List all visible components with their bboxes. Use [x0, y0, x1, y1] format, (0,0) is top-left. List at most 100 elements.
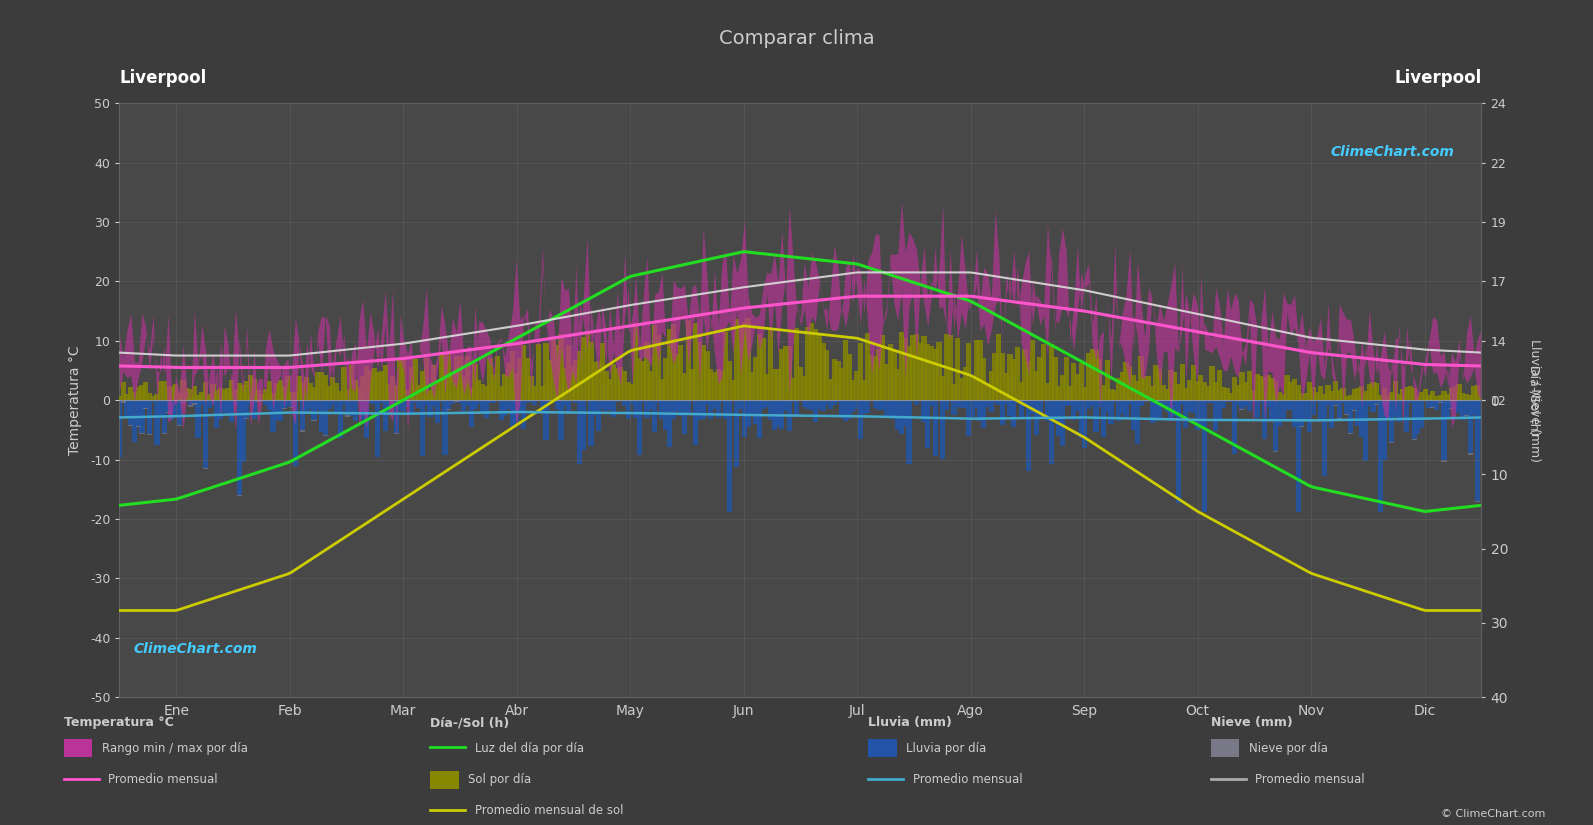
Bar — [180, 400, 186, 402]
Bar — [1190, 365, 1196, 400]
Bar — [327, 386, 331, 400]
Bar — [1104, 360, 1110, 400]
Bar — [610, 364, 616, 400]
Bar — [510, 351, 515, 400]
Bar — [940, 376, 945, 400]
Bar — [1228, 393, 1233, 400]
Bar — [685, 320, 691, 400]
Bar — [371, 400, 376, 404]
Bar — [607, 379, 612, 400]
Bar — [479, 384, 484, 400]
Bar — [779, 400, 784, 429]
Bar — [363, 400, 370, 438]
Bar — [1145, 375, 1152, 400]
Bar — [213, 400, 220, 427]
Bar — [943, 400, 949, 409]
Bar — [992, 400, 997, 403]
Bar — [513, 373, 519, 400]
Bar — [1278, 392, 1282, 400]
Bar — [868, 355, 875, 400]
Bar — [244, 400, 250, 417]
Bar — [1086, 400, 1091, 409]
Bar — [599, 400, 605, 409]
Bar — [460, 377, 467, 400]
Bar — [892, 351, 897, 400]
Bar — [199, 393, 204, 400]
Bar — [723, 332, 728, 400]
Bar — [188, 405, 193, 407]
Bar — [271, 400, 276, 431]
Bar — [607, 400, 612, 410]
Bar — [749, 400, 755, 415]
Bar — [416, 400, 422, 408]
Bar — [468, 400, 473, 427]
Bar — [715, 370, 720, 400]
Bar — [1217, 400, 1222, 421]
Bar — [398, 400, 403, 410]
Bar — [667, 400, 672, 447]
Bar — [1464, 394, 1469, 400]
Bar — [1450, 388, 1454, 400]
Bar — [293, 400, 298, 465]
Bar — [155, 394, 159, 400]
Bar — [1403, 400, 1410, 432]
Bar — [596, 400, 601, 431]
Bar — [967, 400, 972, 436]
Bar — [424, 358, 429, 400]
Bar — [660, 400, 664, 419]
Bar — [674, 400, 680, 412]
Bar — [121, 382, 126, 400]
Bar — [1142, 376, 1147, 400]
Bar — [851, 400, 855, 412]
Bar — [507, 400, 511, 409]
Bar — [241, 400, 245, 461]
Bar — [416, 385, 422, 400]
Text: Lluvia por día: Lluvia por día — [906, 742, 986, 755]
Bar — [1034, 400, 1039, 436]
Bar — [271, 394, 276, 400]
Bar — [1364, 400, 1368, 461]
Bar — [621, 370, 628, 400]
Bar — [667, 328, 672, 400]
Bar — [132, 392, 137, 400]
Bar — [604, 371, 609, 400]
Bar — [1037, 357, 1042, 400]
Bar — [196, 394, 201, 400]
Bar — [1270, 378, 1274, 400]
Bar — [1442, 400, 1446, 460]
Bar — [1206, 400, 1211, 403]
Bar — [1337, 400, 1341, 418]
Bar — [1198, 375, 1203, 400]
Bar — [618, 367, 623, 400]
Bar — [585, 331, 589, 400]
Bar — [510, 400, 515, 427]
Bar — [956, 338, 961, 400]
Bar — [757, 333, 761, 400]
Bar — [225, 400, 231, 414]
Bar — [973, 400, 980, 408]
Bar — [174, 384, 178, 400]
Bar — [393, 384, 398, 400]
Bar — [1078, 362, 1083, 400]
Bar — [499, 386, 503, 400]
Bar — [532, 400, 537, 405]
Bar — [776, 370, 781, 400]
Bar — [1438, 395, 1443, 400]
Bar — [338, 390, 342, 400]
Bar — [1120, 372, 1125, 400]
Bar — [139, 400, 145, 433]
Bar — [1134, 381, 1141, 400]
Bar — [1037, 400, 1042, 417]
Bar — [1375, 400, 1380, 404]
Bar — [771, 400, 777, 430]
Bar — [596, 361, 601, 400]
Bar — [1104, 400, 1110, 412]
Bar — [1415, 400, 1421, 434]
Bar — [921, 336, 927, 400]
Bar — [660, 379, 664, 400]
Bar — [1351, 389, 1357, 400]
Bar — [386, 384, 392, 400]
Bar — [559, 334, 564, 400]
Bar — [1411, 389, 1416, 400]
Text: Promedio mensual: Promedio mensual — [913, 773, 1023, 786]
